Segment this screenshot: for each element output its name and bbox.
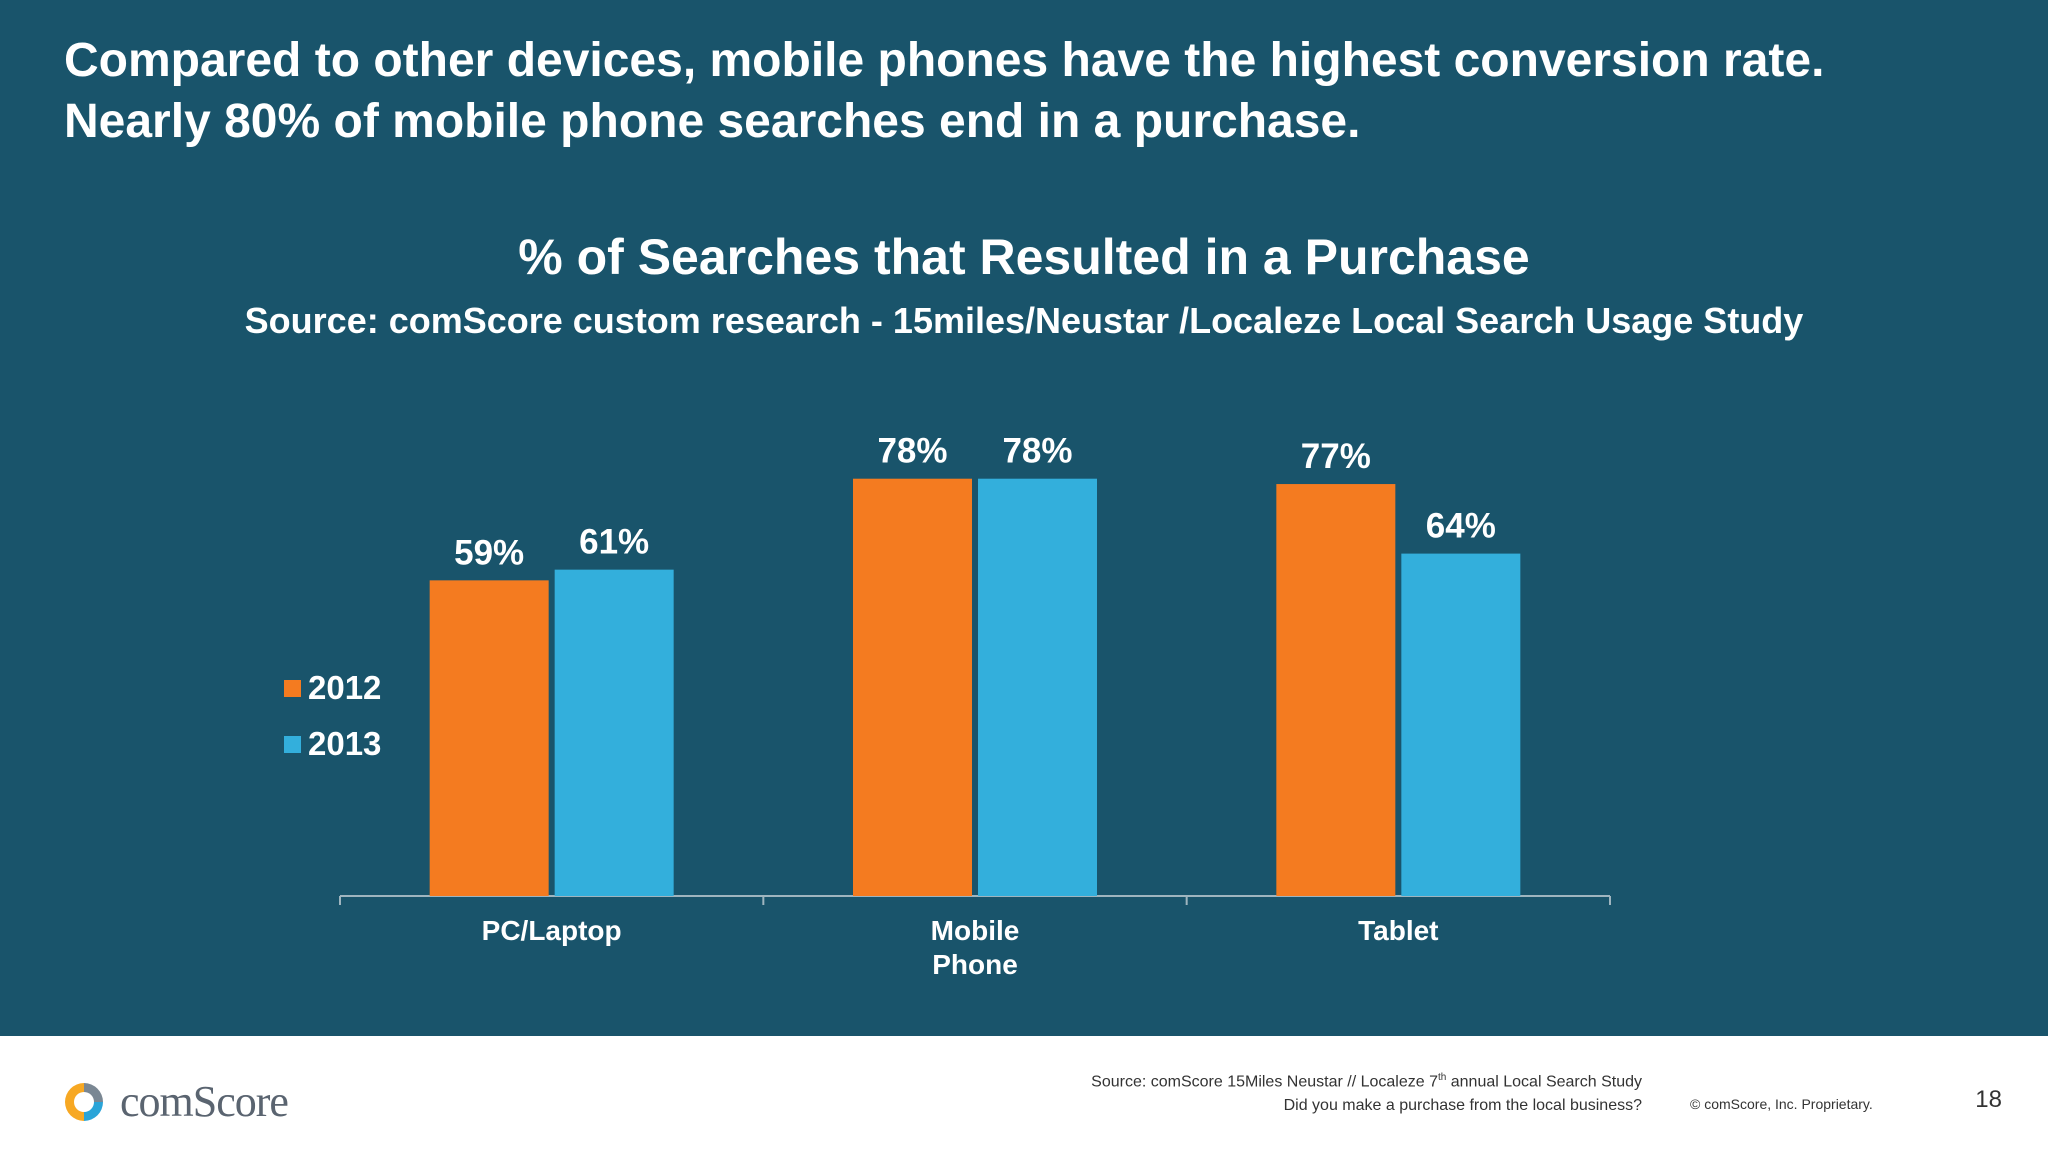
headline: Compared to other devices, mobile phones… — [64, 30, 2024, 152]
chart-title: % of Searches that Resulted in a Purchas… — [518, 229, 1530, 285]
legend-label-2013: 2013 — [308, 725, 382, 762]
footer-source: Source: comScore 15Miles Neustar // Loca… — [1091, 1066, 1642, 1118]
comscore-logo: comScore — [62, 1076, 289, 1127]
bar-2012-0 — [429, 580, 549, 896]
bar-2013-0 — [554, 569, 674, 896]
footer-source-line-1-sup: th — [1437, 1072, 1447, 1083]
chart-subtitle: Source: comScore custom research - 15mil… — [244, 300, 1804, 341]
legend-swatch-2012 — [284, 679, 301, 697]
legend-item-2013: 2013 — [284, 716, 381, 772]
logo-text: comScore — [120, 1077, 289, 1126]
legend-swatch-2013 — [284, 735, 301, 753]
data-label-2012-1: 78% — [877, 432, 947, 471]
comscore-logo-icon — [65, 1082, 103, 1121]
bar-2012-2 — [1276, 484, 1396, 896]
legend-item-2012: 2012 — [284, 660, 381, 716]
bar-2013-2 — [1401, 553, 1521, 896]
headline-line-2: Nearly 80% of mobile phone searches end … — [64, 95, 1361, 148]
data-label-2013-1: 78% — [1002, 432, 1072, 471]
headline-line-1: Compared to other devices, mobile phones… — [64, 34, 1825, 87]
data-label-2013-0: 61% — [579, 523, 649, 562]
footer-source-line-2: Did you make a purchase from the local b… — [1283, 1097, 1642, 1115]
bar-2013-1 — [978, 478, 1097, 896]
page-number: 18 — [1975, 1086, 2002, 1113]
data-label-2012-0: 59% — [454, 533, 524, 572]
data-label-2012-2: 77% — [1301, 437, 1371, 476]
bar-2012-1 — [853, 478, 972, 896]
data-label-2013-2: 64% — [1426, 507, 1496, 546]
category-label: PC/Laptop — [482, 915, 622, 946]
chart-legend: 2012 2013 — [284, 660, 381, 772]
footer-source-line-1-pre: Source: comScore 15Miles Neustar // Loca… — [1091, 1073, 1438, 1091]
footer-source-line-1-post: annual Local Search Study — [1446, 1073, 1642, 1091]
copyright: © comScore, Inc. Proprietary. — [1690, 1096, 1873, 1112]
footer-source-line-1: Source: comScore 15Miles Neustar // Loca… — [1091, 1066, 1642, 1094]
legend-label-2012: 2012 — [308, 669, 382, 706]
category-label: Phone — [932, 949, 1018, 980]
category-label: Mobile — [931, 915, 1020, 946]
category-label: Tablet — [1358, 915, 1438, 946]
